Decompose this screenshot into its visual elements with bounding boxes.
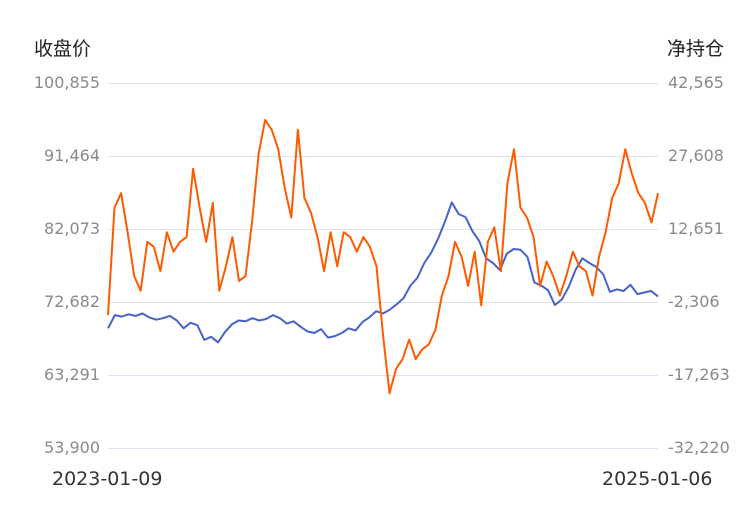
left-tick-1: 91,464	[44, 146, 100, 165]
left-tick-3: 72,682	[44, 292, 100, 311]
gridlines	[108, 83, 658, 449]
net-position-line	[107, 118, 659, 395]
left-tick-2: 82,073	[44, 219, 100, 238]
right-tick-3: -2,306	[668, 292, 720, 311]
right-tick-5: -32,220	[668, 438, 730, 457]
right-axis-title: 净持仓	[667, 38, 725, 60]
left-tick-4: 63,291	[44, 365, 100, 384]
left-tick-5: 53,900	[44, 438, 100, 457]
x-start-label: 2023-01-09	[52, 468, 163, 490]
close-price-line	[107, 201, 659, 344]
left-tick-0: 100,855	[33, 73, 100, 92]
right-tick-1: 27,608	[668, 146, 724, 165]
right-tick-4: -17,263	[668, 365, 730, 384]
right-tick-0: 42,565	[668, 73, 724, 92]
left-axis-title: 收盘价	[34, 38, 92, 60]
right-tick-2: 12,651	[668, 219, 724, 238]
x-end-label: 2025-01-06	[602, 468, 713, 490]
